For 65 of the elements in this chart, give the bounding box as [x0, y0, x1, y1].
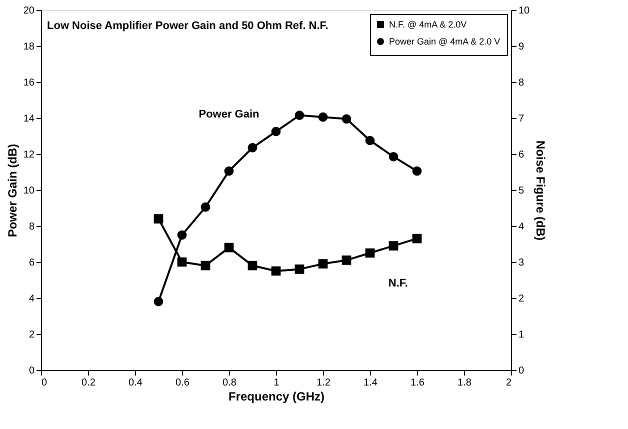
y-tick-label: 4: [28, 294, 35, 304]
x-tick-label: 1.8: [458, 378, 472, 388]
point: [200, 202, 210, 212]
point: [294, 110, 304, 120]
y2-tick-label: 5: [518, 186, 524, 196]
annotation: N.F.: [388, 278, 408, 290]
x-axis-title: Frequency (GHz): [228, 390, 325, 404]
point: [365, 248, 375, 258]
x-tick-label: 0.2: [82, 378, 96, 388]
y2-tick-label: 4: [518, 222, 524, 232]
point: [224, 166, 234, 176]
x-tick-label: 1: [274, 378, 280, 388]
y2-tick-label: 7: [518, 114, 524, 124]
y-axis-title: Power Gain (dB): [5, 144, 20, 238]
x-tick-label: 1.2: [316, 378, 331, 388]
y2-tick-label: 9: [518, 42, 524, 52]
x-tick-label: 0.6: [176, 378, 190, 388]
legend-label: N.F. @ 4mA & 2.0V: [389, 20, 467, 30]
y-tick-label: 10: [23, 186, 35, 196]
point: [248, 260, 258, 270]
point: [388, 152, 398, 162]
y2-tick-label: 6: [518, 150, 524, 160]
annotation: Power Gain: [198, 108, 260, 120]
y-tick-label: 8: [28, 222, 35, 232]
x-tick-label: 2: [506, 378, 512, 388]
point: [342, 256, 352, 265]
point: [271, 266, 281, 276]
point: [248, 143, 258, 152]
point: [318, 112, 328, 122]
x-tick-label: 1.6: [410, 378, 425, 388]
point: [177, 230, 187, 240]
point: [294, 264, 304, 274]
point: [271, 126, 281, 136]
point: [412, 166, 422, 176]
y-tick-label: 12: [23, 150, 35, 160]
x-tick-label: 1.4: [364, 378, 378, 388]
legend-label: Power Gain @ 4mA & 2.0 V: [389, 36, 500, 46]
y-tick-label: 14: [23, 114, 35, 124]
y-tick-label: 0: [28, 366, 35, 376]
y-tick-label: 2: [28, 330, 35, 340]
point: [154, 214, 164, 224]
y2-tick-label: 0: [518, 366, 524, 376]
y-tick-label: 6: [28, 258, 35, 268]
point: [342, 114, 352, 124]
y2-tick-label: 2: [518, 294, 524, 304]
y-tick-label: 20: [23, 6, 35, 16]
point: [200, 260, 210, 270]
point: [224, 242, 234, 252]
text: Low Noise Amplifier Power Gain and 50 Ohm Ref. N.F.: [47, 20, 328, 32]
point: [388, 241, 398, 250]
x-tick-label: 0: [42, 378, 48, 388]
y2-tick-label: 10: [518, 6, 530, 16]
point: [412, 234, 422, 244]
y-tick-label: 16: [23, 78, 35, 88]
point: [154, 296, 164, 306]
point: [177, 257, 187, 267]
y2-tick-label: 8: [518, 78, 524, 88]
point: [365, 136, 375, 146]
x-tick-label: 0.8: [222, 378, 237, 388]
y2-tick-label: 1: [518, 330, 524, 340]
y-tick-label: 18: [23, 42, 35, 52]
point: [318, 259, 328, 268]
x-tick-label: 0.4: [128, 378, 143, 388]
y2-axis-title: Noise Figure (dB): [534, 140, 548, 241]
y2-tick-label: 3: [518, 258, 524, 268]
